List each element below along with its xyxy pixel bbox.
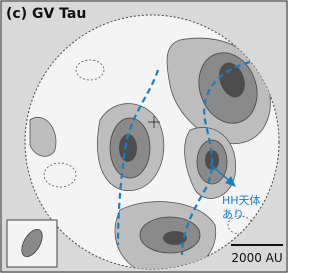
scale-label: 2000 AU — [231, 251, 282, 265]
figure: HH天体 あり (c) GV Tau 2000 AU — [0, 0, 288, 273]
annotation-line: HH天体 — [222, 193, 261, 207]
title: (c) GV Tau — [6, 6, 86, 22]
annotation-line: あり — [222, 208, 244, 221]
